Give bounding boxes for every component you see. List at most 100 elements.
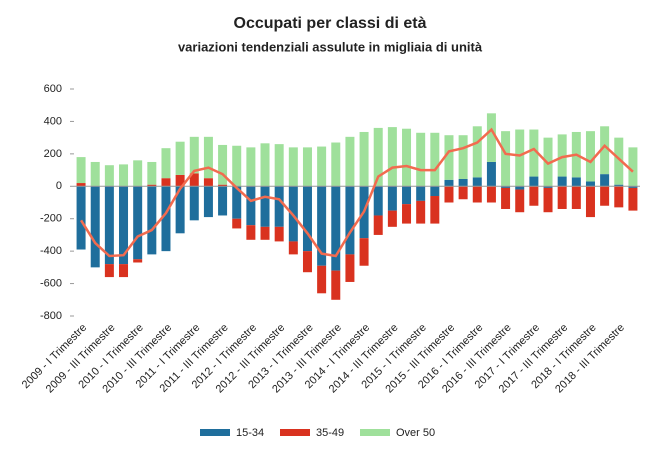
bar-segment (600, 174, 610, 187)
bar-segment (161, 148, 171, 179)
legend-swatch (200, 429, 230, 436)
chart-subtitle: variazioni tendenziali assulute in migli… (178, 39, 483, 54)
bar-segment (175, 186, 185, 234)
bar-segment (628, 186, 638, 188)
bar-segment (161, 186, 171, 252)
bar-segment (317, 265, 327, 294)
bar-segment (76, 186, 86, 250)
bar-segment (571, 177, 581, 187)
bar-segment (203, 186, 213, 218)
bar-segment (444, 135, 454, 180)
bar-segment (458, 135, 468, 179)
bar-segment (359, 131, 369, 187)
bar-segment (416, 186, 426, 201)
bar-segment (543, 186, 553, 188)
legend-label: 15-34 (236, 427, 264, 439)
bar-segment (416, 132, 426, 187)
bar-segment (218, 144, 228, 185)
chart-title: Occupati per classi di età (234, 15, 427, 32)
bar-segment (373, 215, 383, 235)
bar-segment (189, 173, 199, 187)
bar-segment (189, 186, 199, 221)
bar-segment (373, 127, 383, 187)
bar-segment (232, 186, 242, 219)
bar-segment (232, 145, 242, 187)
y-tick-label: -200 (40, 213, 62, 225)
bar-segment (246, 186, 256, 226)
bar-segment (458, 178, 468, 187)
bar-segment (302, 251, 312, 273)
bar-segment (571, 186, 581, 209)
bar-segment (430, 132, 440, 187)
bar-segment (585, 186, 595, 218)
bar-segment (486, 161, 496, 187)
bar-segment (430, 186, 440, 197)
bar-segment (416, 200, 426, 224)
bar-segment (274, 144, 284, 187)
y-tick-label: -800 (40, 310, 62, 322)
legend-swatch (280, 429, 310, 436)
y-tick-label: -400 (40, 245, 62, 257)
bar-segment (76, 183, 86, 187)
bar-segment (175, 174, 185, 187)
bar-segment (104, 264, 114, 278)
bar-segment (585, 181, 595, 187)
bar-segment (345, 186, 355, 255)
bar-segment (104, 186, 114, 265)
bar-segment (274, 226, 284, 242)
y-tick-label: 600 (44, 83, 62, 95)
bar-segment (218, 186, 228, 216)
bar-segment (430, 196, 440, 224)
bar-segment (345, 136, 355, 187)
bar-segment (274, 186, 284, 227)
bar-segment (472, 126, 482, 178)
bar-segment (189, 136, 199, 174)
bar-segment (387, 127, 397, 187)
bar-segment (614, 186, 624, 208)
bar-segment (501, 186, 511, 188)
bar-segment (557, 186, 567, 209)
bar-segment (317, 186, 327, 266)
bar-segment (486, 186, 496, 203)
bar-segment (288, 241, 298, 255)
bar-segment (543, 187, 553, 213)
y-tick-label: 200 (44, 148, 62, 160)
bar-segment (147, 186, 157, 255)
bar-segment (529, 176, 539, 187)
bar-segment (133, 259, 143, 263)
bar-segment (331, 142, 341, 187)
bar-segment (515, 189, 525, 213)
bar-segment (203, 178, 213, 187)
bar-segment (317, 146, 327, 187)
bar-segment (218, 184, 228, 187)
bar-segment (302, 147, 312, 187)
bar-segment (402, 204, 412, 224)
bar-segment (203, 136, 213, 179)
bar-segment (529, 186, 539, 206)
bar-segment (501, 187, 511, 209)
legend-swatch (360, 429, 390, 436)
bar-segment (600, 126, 610, 175)
bar-segment (161, 178, 171, 187)
bar-segment (359, 238, 369, 266)
total-line (80, 127, 634, 258)
bar-segment (104, 165, 114, 187)
bar-segment (119, 186, 129, 265)
bar-segment (246, 225, 256, 240)
bar-segment (345, 254, 355, 282)
bar-segment (302, 186, 312, 252)
bar-segment (444, 186, 454, 203)
bar-segment (119, 164, 129, 187)
bar-segment (133, 160, 143, 187)
bar-segment (288, 147, 298, 187)
bar-segment (133, 186, 143, 260)
bar-segment (260, 226, 270, 240)
bar-segment (486, 113, 496, 162)
bar-segment (232, 218, 242, 229)
bar-segment (90, 186, 100, 268)
bar-segment (387, 186, 397, 211)
y-tick-label: -600 (40, 277, 62, 289)
bar-segment (147, 184, 157, 187)
legend-label: 35-49 (316, 427, 344, 439)
bar-segment (515, 129, 525, 187)
